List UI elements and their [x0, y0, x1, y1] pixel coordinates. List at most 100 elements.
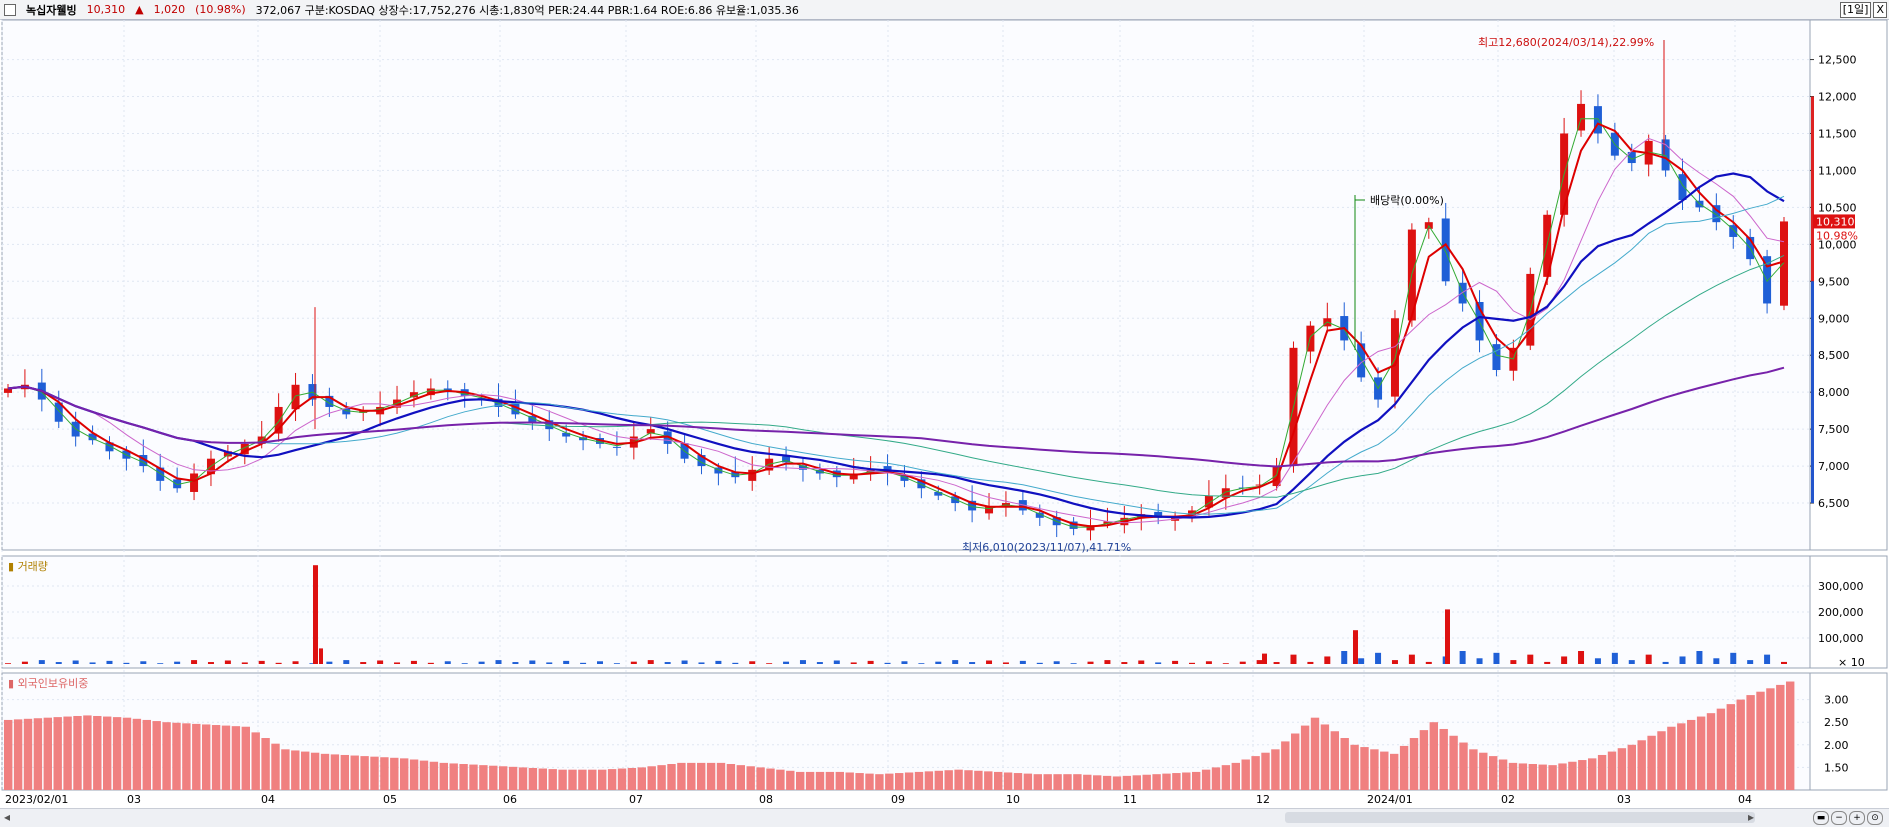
- period-button[interactable]: [1일]: [1839, 2, 1872, 18]
- candle-body: [1593, 106, 1602, 134]
- volume-bar: [529, 660, 536, 664]
- foreign-bar: [518, 767, 528, 790]
- foreign-bar: [1498, 759, 1508, 790]
- ma45-line: [7, 172, 1785, 519]
- scroll-left-icon[interactable]: ◂: [4, 810, 11, 824]
- candle-body: [240, 443, 249, 455]
- foreign-bar: [1063, 774, 1072, 790]
- foreign-bar: [1746, 695, 1755, 790]
- candle-body: [985, 506, 994, 514]
- foreign-bar: [469, 764, 478, 790]
- volume-bar: [1476, 658, 1483, 664]
- candle-body: [1712, 205, 1721, 223]
- change-amount: 1,020: [153, 3, 186, 16]
- foreign-bar: [221, 725, 231, 790]
- foreign-bar: [1647, 735, 1656, 790]
- volume-bar: [749, 661, 756, 664]
- volume-bar: [546, 662, 553, 664]
- foreign-bar: [1261, 752, 1270, 790]
- scroll-right-icon[interactable]: ▸: [1748, 810, 1755, 824]
- foreign-bar: [112, 717, 122, 790]
- foreign-bar: [1182, 772, 1191, 790]
- price-range-bar-down: [1811, 281, 1814, 504]
- foreign-bar: [419, 760, 429, 790]
- foreign-bar: [1231, 762, 1240, 790]
- foreign-bar: [211, 725, 221, 790]
- foreign-bar: [716, 762, 726, 790]
- foreign-bar: [1409, 738, 1419, 790]
- y-tick-label: 100,000: [1818, 632, 1864, 645]
- volume-bar: [343, 660, 350, 664]
- foreign-bar: [142, 719, 151, 790]
- volume-bar: [1408, 654, 1415, 664]
- x-tick-label: 2023/02/01: [5, 793, 68, 806]
- zoom-slider-icon[interactable]: ▬: [1813, 811, 1829, 825]
- chart-canvas[interactable]: 12,500 12,000 11,500 11,000 10,500 10,000 9,50…: [0, 0, 1889, 808]
- foreign-bar: [499, 766, 508, 790]
- candle-body: [1577, 103, 1586, 131]
- candle-body: [1204, 495, 1213, 508]
- volume-bar: [1036, 662, 1043, 664]
- scroll-thumb[interactable]: [1285, 812, 1755, 823]
- volume-bar: [1679, 656, 1686, 664]
- foreign-bar: [865, 773, 874, 790]
- foreign-bar: [1786, 681, 1795, 790]
- header-checkbox[interactable]: [4, 3, 16, 16]
- foreign-bar: [360, 756, 369, 790]
- volume-bar: [1070, 663, 1077, 664]
- foreign-bar: [904, 772, 914, 790]
- zoom-out-icon[interactable]: −: [1831, 811, 1847, 825]
- foreign-bar: [1073, 774, 1082, 790]
- y-tick-label: 2.00: [1824, 739, 1849, 752]
- header-controls: [1일] X: [1839, 2, 1887, 18]
- horizontal-scrollbar[interactable]: ◂ ▸: [0, 808, 1889, 827]
- volume-bar: [55, 662, 62, 664]
- volume-bar: [1019, 660, 1026, 664]
- volume-bar: [106, 660, 113, 664]
- foreign-bar: [1419, 730, 1429, 790]
- volume-bar: [850, 662, 857, 664]
- y-tick-label: 2.50: [1824, 716, 1849, 729]
- foreign-bar: [598, 769, 607, 790]
- x-tick-label: 02: [1501, 793, 1515, 806]
- close-icon[interactable]: X: [1873, 2, 1887, 18]
- volume-bar: [732, 662, 739, 664]
- candle-body: [545, 420, 554, 430]
- zoom-in-icon[interactable]: +: [1849, 811, 1865, 825]
- candle-body: [1069, 521, 1078, 529]
- foreign-bar: [697, 762, 706, 790]
- foreign-bar: [1053, 774, 1062, 790]
- foreign-bar: [1667, 726, 1676, 790]
- volume-bar: [292, 661, 299, 664]
- candle-body: [646, 429, 655, 434]
- volume-bar: [1358, 658, 1365, 664]
- foreign-bar: [320, 753, 330, 790]
- ma60-line: [7, 195, 1785, 515]
- x-tick-label: 10: [1006, 793, 1020, 806]
- y-tick-label: 12,500: [1818, 54, 1857, 67]
- foreign-bar: [895, 773, 904, 790]
- volume-bar: [140, 661, 147, 664]
- foreign-bar: [182, 723, 191, 790]
- volume-bar: [698, 662, 705, 664]
- foreign-bar: [1716, 708, 1726, 790]
- volume-bar: [1172, 660, 1179, 664]
- y-tick-label: 9,500: [1818, 275, 1850, 288]
- foreign-bar: [617, 768, 627, 790]
- foreign-bar: [1083, 774, 1092, 790]
- foreign-bar: [1459, 742, 1468, 790]
- candle-body: [105, 442, 114, 452]
- foreign-bar: [271, 743, 280, 790]
- candle-body: [88, 433, 97, 441]
- axis-frame: [1809, 555, 1888, 669]
- candle-body: [663, 431, 672, 444]
- volume-bar: [1611, 652, 1618, 664]
- foreign-bar: [984, 771, 993, 790]
- volume-bar: [1493, 652, 1500, 664]
- foreign-bar: [1439, 728, 1448, 790]
- candle-body: [697, 455, 706, 467]
- foreign-bar: [835, 771, 844, 790]
- x-tick-label: 03: [1617, 793, 1631, 806]
- x-tick-label: 04: [261, 793, 275, 806]
- zoom-reset-icon[interactable]: ⊙: [1867, 811, 1883, 825]
